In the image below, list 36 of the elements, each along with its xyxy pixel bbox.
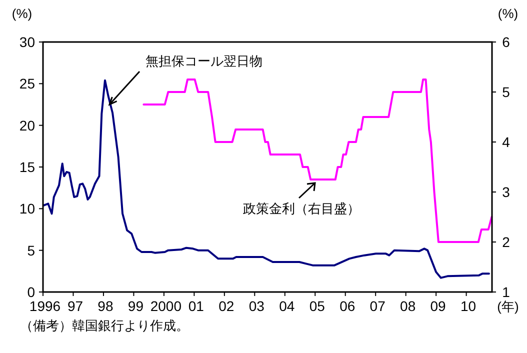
x-tick-label: 10 [460,298,476,314]
y-tick-label: 20 [19,117,36,134]
y2-axis-title: (%) [498,6,518,21]
x-tick-label: 1996 [29,298,61,314]
line-series [142,78,493,243]
x-axis-title: (年) [497,299,519,314]
x-tick-label: 2000 [150,298,182,314]
y2-tick-label: 6 [502,34,510,50]
annotation: 政策金利（右目盛） [243,201,360,216]
y2-tick-label: 2 [502,234,510,250]
x-tick-label: 98 [98,298,114,314]
y2-tick-label: 3 [502,184,510,200]
text: （備考）韓国銀行より作成。 [20,318,189,333]
x-tick-label: 02 [218,298,234,314]
x-tick-label: 07 [370,298,386,314]
x-tick-label: 09 [430,298,446,314]
x-tick-label: 01 [188,298,204,314]
x-tick-label: 08 [400,298,416,314]
x-tick-label: 97 [67,298,84,314]
y-tick-label: 30 [19,34,36,50]
y-tick-label: 0 [27,284,36,300]
y2-tick-label: 1 [502,284,510,300]
y-tick-label: 5 [27,242,36,258]
y-axis-title: (%) [12,6,32,21]
x-tick-label: 05 [309,298,326,314]
x-tick-label: 03 [248,298,265,314]
x-tick-label: 99 [128,298,144,314]
y2-tick-label: 5 [502,84,510,100]
annotation: 無担保コール翌日物 [146,54,263,68]
y2-tick-label: 4 [502,134,510,150]
line-series [42,79,490,279]
x-tick-label: 04 [279,298,295,314]
y-tick-label: 25 [19,76,36,92]
y-tick-label: 15 [19,159,36,175]
y-tick-label: 10 [19,200,36,217]
x-tick-label: 06 [340,298,356,314]
